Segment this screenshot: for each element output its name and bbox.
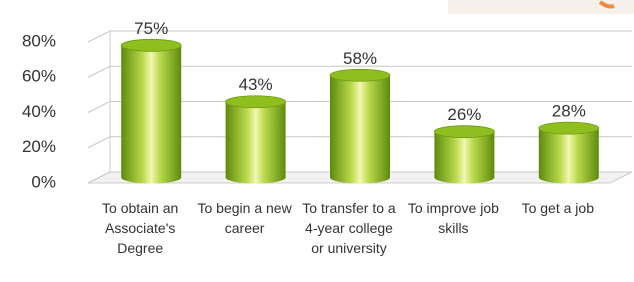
bar-part [434, 126, 494, 138]
x-tick-label: To improve job skills [403, 198, 503, 238]
bar-part [434, 132, 494, 184]
bar [226, 96, 286, 184]
x-tick-label: To transfer to a 4-year college or unive… [299, 198, 399, 258]
x-tick-label: To obtain an Associate's Degree [90, 198, 190, 258]
bar-part [539, 122, 599, 134]
bar-part [121, 39, 181, 51]
value-label: 26% [447, 105, 481, 124]
bar-part [539, 128, 599, 183]
bar-part [330, 69, 390, 81]
value-label: 43% [239, 75, 273, 94]
x-tick-label: To begin a new career [195, 198, 295, 238]
value-label: 58% [343, 49, 377, 68]
y-tick-label: 20% [22, 137, 56, 156]
bar [539, 122, 599, 183]
bar [121, 39, 181, 183]
x-tick-label: To get a job [508, 198, 608, 218]
bar-part [226, 102, 286, 184]
y-tick-label: 40% [22, 102, 56, 121]
page: 0% 20% 40% 60% 80% 75% 43% 58% 26% 28% To obtain … [0, 0, 634, 282]
bar-part [226, 96, 286, 108]
bar [330, 69, 390, 183]
y-tick-label: 80% [22, 31, 56, 50]
y-tick-label: 0% [31, 172, 56, 191]
value-label: 28% [552, 102, 586, 121]
y-tick-label: 60% [22, 67, 56, 86]
bar-part [121, 45, 181, 183]
bar-part [330, 75, 390, 183]
value-label: 75% [134, 19, 168, 38]
bar [434, 126, 494, 184]
